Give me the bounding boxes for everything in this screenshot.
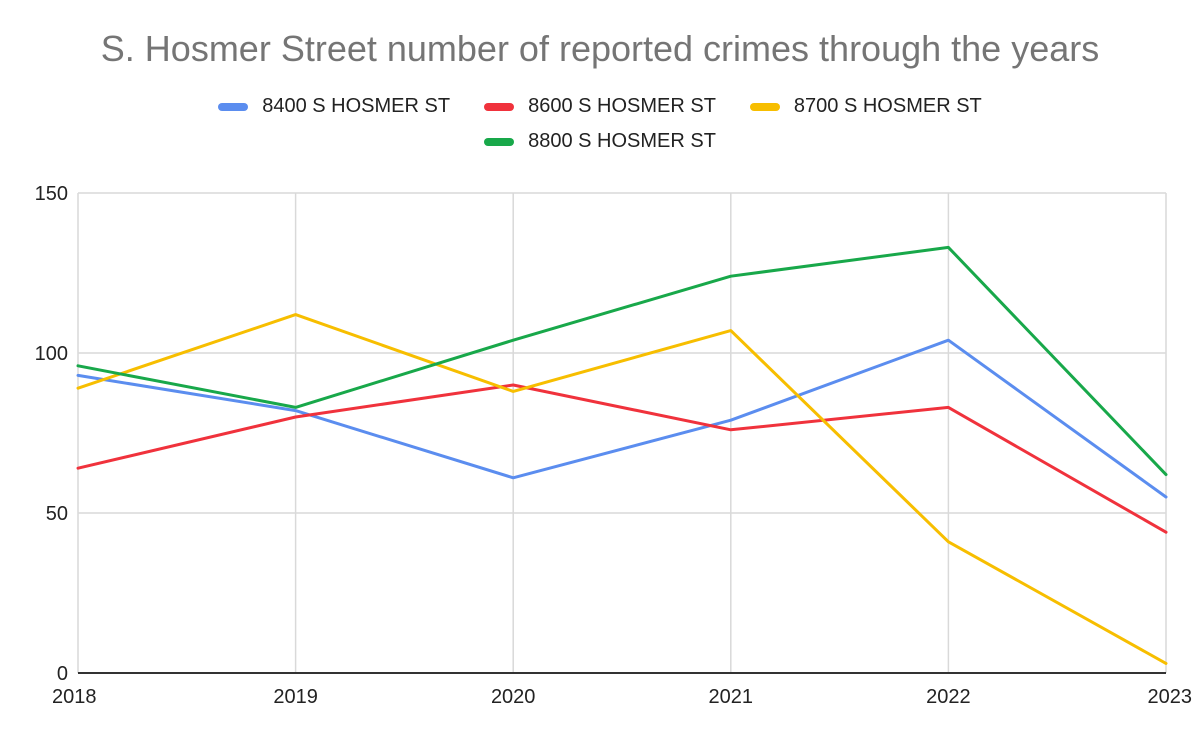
legend-item-8700[interactable]: 8700 S HOSMER ST [749,95,982,118]
chart-title: S. Hosmer Street number of reported crim… [100,28,1100,69]
legend-row: 8400 S HOSMER ST 8600 S HOSMER ST 8700 S… [0,95,1200,118]
y-tick-label: 50 [46,503,68,525]
x-tick-label: 2018 [52,686,97,708]
x-tick-label: 2019 [273,686,318,708]
legend-swatch [484,137,515,146]
series-line-2 [76,313,1168,665]
legend-swatch [749,102,780,111]
legend-label: 8600 S HOSMER ST [528,95,716,117]
series-line-3 [76,245,1168,477]
y-tick-label: 100 [35,343,68,365]
x-tick-label: 2020 [491,686,536,708]
x-tick-label: 2023 [1148,686,1193,708]
legend-row: 8800 S HOSMER ST [0,130,1200,153]
y-tick-label: 0 [57,663,68,685]
legend-swatch [218,102,249,111]
legend-item-8400[interactable]: 8400 S HOSMER ST [218,95,450,118]
legend-label: 8800 S HOSMER ST [528,130,716,152]
x-tick-label: 2021 [709,686,754,708]
series-line-0 [76,338,1168,499]
x-tick-label: 2022 [926,686,971,708]
legend-label: 8400 S HOSMER ST [262,95,451,117]
y-tick-label: 150 [35,183,68,205]
legend-item-8800[interactable]: 8800 S HOSMER ST [484,130,716,153]
legend-item-8600[interactable]: 8600 S HOSMER ST [484,95,716,118]
series-line-1 [76,383,1168,534]
legend-label: 8700 S HOSMER ST [793,95,982,117]
legend-swatch [484,102,515,111]
